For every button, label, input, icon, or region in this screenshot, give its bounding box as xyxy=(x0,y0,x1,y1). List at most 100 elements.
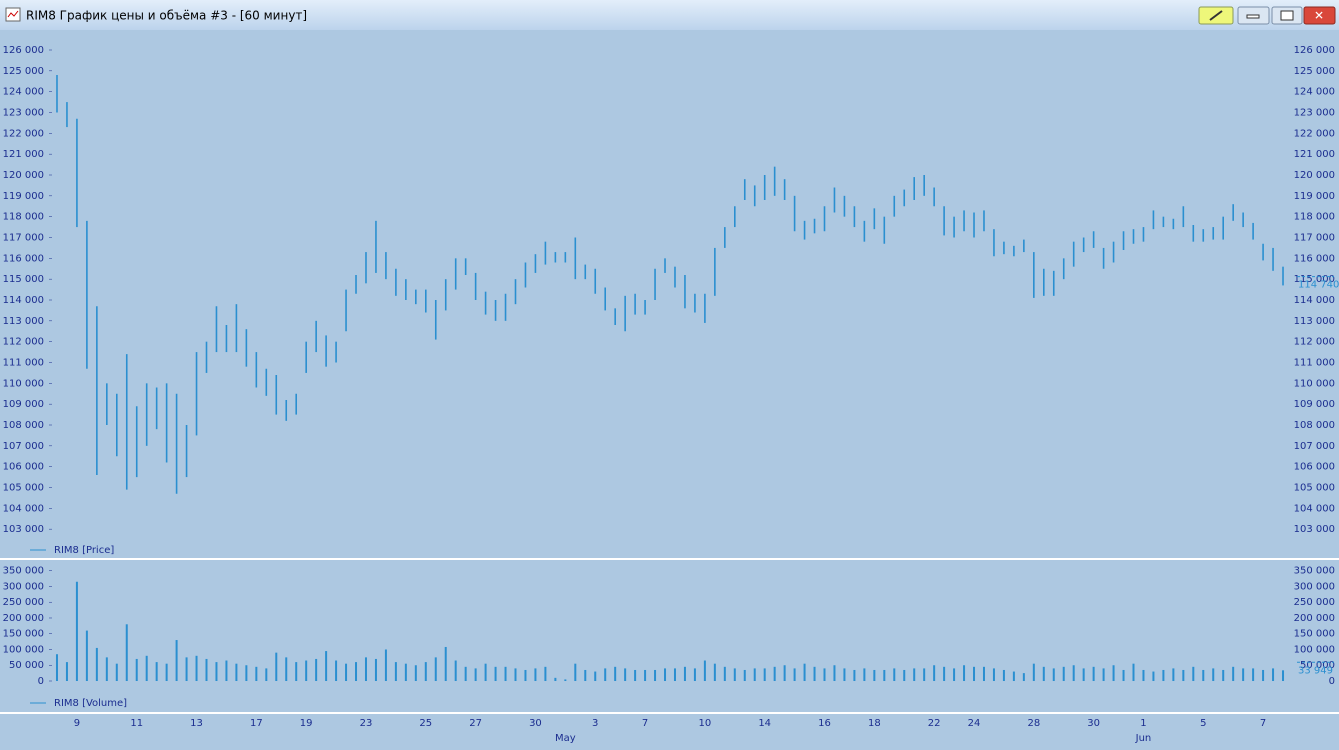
volume-bar xyxy=(923,668,926,681)
y-tick-label: 150 000 xyxy=(3,629,44,640)
volume-bar xyxy=(1082,668,1085,681)
volume-bar xyxy=(374,658,377,681)
volume-bar xyxy=(335,660,338,681)
y-tick-label: 117 000 xyxy=(3,233,44,244)
volume-bar xyxy=(1282,670,1285,681)
y-tick-label: 123 000 xyxy=(3,108,44,119)
y-tick-label-right: 106 000 xyxy=(1294,462,1335,473)
y-tick-label: 0 xyxy=(38,676,44,687)
volume-bar xyxy=(843,668,846,681)
volume-bar xyxy=(564,679,567,681)
x-tick-label: 9 xyxy=(74,718,80,729)
y-tick-label-right: 50 000 xyxy=(1300,660,1335,671)
volume-bar xyxy=(464,666,467,681)
volume-bar xyxy=(514,668,517,681)
y-tick-label: 300 000 xyxy=(3,581,44,592)
volume-bar xyxy=(1002,669,1005,681)
volume-bar xyxy=(404,663,407,681)
y-tick-label-right: 121 000 xyxy=(1294,149,1335,160)
x-tick-label: 22 xyxy=(928,718,941,729)
y-tick-label: 108 000 xyxy=(3,420,44,431)
volume-bar xyxy=(135,658,138,681)
x-tick-label: 11 xyxy=(130,718,143,729)
y-tick-label: 104 000 xyxy=(3,503,44,514)
y-tick-label-right: 107 000 xyxy=(1294,441,1335,452)
volume-bar xyxy=(903,669,906,681)
y-tick-label-right: 118 000 xyxy=(1294,212,1335,223)
volume-bar xyxy=(624,668,627,681)
x-tick-label: 27 xyxy=(469,718,482,729)
volume-bar xyxy=(105,657,108,681)
volume-bar xyxy=(953,668,956,681)
volume-bar xyxy=(1022,673,1025,681)
window-title: RIM8 График цены и объёма #3 - [60 минут… xyxy=(26,9,307,23)
volume-bar xyxy=(355,662,358,681)
x-tick-label: 23 xyxy=(360,718,373,729)
y-tick-label-right: 114 000 xyxy=(1294,295,1335,306)
y-tick-label: 50 000 xyxy=(9,660,44,671)
volume-bar xyxy=(982,666,985,681)
volume-bar xyxy=(763,668,766,681)
y-tick-label: 110 000 xyxy=(3,378,44,389)
volume-bar xyxy=(933,665,936,681)
volume-bar xyxy=(315,658,318,681)
volume-bar xyxy=(713,663,716,681)
volume-bar xyxy=(913,668,916,681)
x-tick-label: 5 xyxy=(1200,718,1206,729)
volume-bar xyxy=(1052,668,1055,681)
y-tick-label-right: 124 000 xyxy=(1294,87,1335,98)
volume-bar xyxy=(65,662,68,681)
volume-bar xyxy=(853,669,856,681)
y-tick-label-right: 0 xyxy=(1329,676,1335,687)
volume-bar xyxy=(813,666,816,681)
y-tick-label: 100 000 xyxy=(3,644,44,655)
volume-bar xyxy=(444,646,447,681)
volume-bar xyxy=(1132,663,1135,681)
x-tick-label: 18 xyxy=(868,718,881,729)
x-tick-label: 19 xyxy=(300,718,313,729)
y-tick-label-right: 105 000 xyxy=(1294,483,1335,494)
y-tick-label: 121 000 xyxy=(3,149,44,160)
y-tick-label: 116 000 xyxy=(3,253,44,264)
volume-bar xyxy=(753,668,756,681)
x-tick-label: 7 xyxy=(642,718,648,729)
link-icon xyxy=(1209,10,1223,21)
volume-bar xyxy=(614,666,617,681)
volume-bar xyxy=(1042,666,1045,681)
y-tick-label: 125 000 xyxy=(3,66,44,77)
volume-bar xyxy=(963,665,966,681)
volume-bar xyxy=(434,657,437,681)
volume-bar xyxy=(992,668,995,681)
volume-bar xyxy=(664,668,667,681)
y-tick-label: 119 000 xyxy=(3,191,44,202)
volume-bar xyxy=(115,663,118,681)
volume-bar xyxy=(1152,671,1155,681)
volume-bar xyxy=(275,652,278,681)
volume-bar xyxy=(733,668,736,681)
volume-bar xyxy=(424,662,427,681)
last-value-label: 114 740 xyxy=(1298,280,1339,291)
volume-bar xyxy=(1252,668,1255,681)
y-tick-label-right: 113 000 xyxy=(1294,316,1335,327)
volume-bar xyxy=(683,666,686,681)
volume-bar xyxy=(833,665,836,681)
volume-bar xyxy=(484,663,487,681)
x-tick-label: 28 xyxy=(1027,718,1040,729)
x-tick-label: 10 xyxy=(699,718,712,729)
legend-label: RIM8 [Volume] xyxy=(54,698,127,709)
volume-bar xyxy=(1262,669,1265,681)
y-tick-label-right: 112 000 xyxy=(1294,337,1335,348)
volume-bar xyxy=(95,647,98,681)
volume-bar xyxy=(803,663,806,681)
volume-bar xyxy=(265,668,268,681)
y-tick-label-right: 125 000 xyxy=(1294,66,1335,77)
x-tick-label: 7 xyxy=(1260,718,1266,729)
x-tick-label: 17 xyxy=(250,718,263,729)
volume-bar xyxy=(703,660,706,681)
volume-bar xyxy=(205,658,208,681)
volume-bar xyxy=(604,668,607,681)
close-button[interactable] xyxy=(1303,6,1336,25)
volume-bar xyxy=(1222,669,1225,681)
